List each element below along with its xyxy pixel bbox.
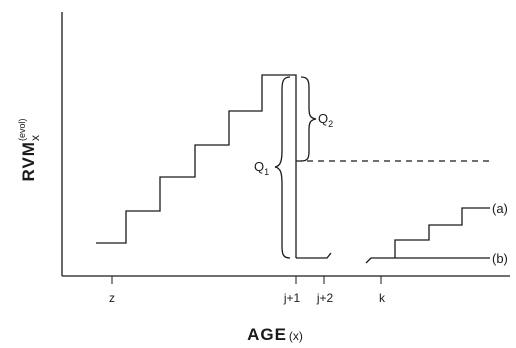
q2-label: Q2: [318, 111, 333, 129]
x-tick-label-z: z: [109, 291, 115, 305]
brace-q1: [274, 76, 291, 259]
q1-label: Q1: [254, 159, 269, 177]
curve-label-b: (b): [492, 251, 508, 266]
x-tick-label-j2: j+2: [316, 291, 334, 305]
curve-a-staircase: [394, 207, 490, 258]
curve-label-a: (a): [492, 201, 508, 216]
curve-b-segment-2: [365, 257, 490, 264]
x-tick-label-j1: j+1: [283, 291, 301, 305]
y-axis-title: RVMx(evol): [17, 119, 42, 182]
staircase-curve: [96, 74, 297, 258]
x-tick-label-k: k: [379, 291, 386, 305]
brace-q2: [300, 76, 317, 162]
curve-b-segment-1: [296, 252, 332, 259]
x-axis-title: AGE (x): [247, 325, 303, 344]
